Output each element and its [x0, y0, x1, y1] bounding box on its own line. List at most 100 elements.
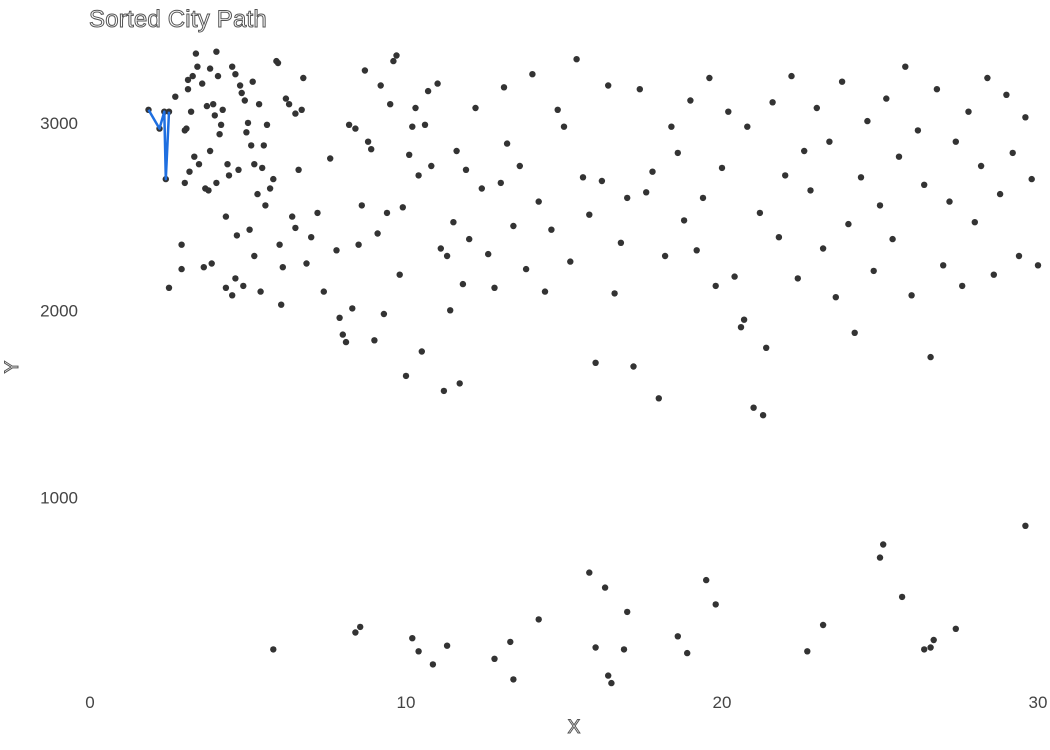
city-point [195, 161, 203, 168]
city-point [191, 153, 198, 160]
city-point [898, 593, 906, 601]
city-point [358, 202, 365, 209]
city-point [895, 153, 903, 160]
city-point [680, 217, 688, 224]
city-point [371, 337, 378, 344]
city-point [415, 172, 422, 179]
city-point [706, 74, 713, 82]
city-point [807, 187, 814, 194]
city-point [178, 241, 185, 248]
city-point [620, 646, 628, 653]
city-point [472, 104, 479, 112]
city-point [624, 608, 631, 616]
city-point [699, 194, 707, 202]
city-point [1022, 114, 1029, 121]
city-point [172, 93, 179, 100]
city-point [491, 284, 498, 291]
chart-title: Sorted City Path [89, 6, 268, 34]
x-tick-label: 10 [397, 693, 416, 712]
city-point [206, 147, 214, 155]
city-point [794, 275, 801, 282]
city-point [383, 209, 391, 217]
city-point [352, 629, 359, 636]
city-point [282, 95, 290, 102]
y-tick-label: 2000 [40, 301, 78, 320]
city-point [421, 121, 429, 128]
city-point [211, 112, 218, 119]
city-point [497, 179, 504, 187]
city-point [214, 72, 222, 80]
city-point [415, 648, 422, 655]
city-point [387, 101, 394, 108]
city-point [971, 219, 978, 226]
city-point [611, 290, 618, 297]
city-point [243, 129, 250, 136]
city-point [759, 412, 767, 419]
city-point [225, 172, 233, 179]
city-point [229, 292, 236, 299]
city-point [838, 78, 846, 85]
city-point [946, 198, 953, 205]
city-point [303, 260, 310, 267]
city-point [357, 623, 364, 631]
city-point [364, 138, 372, 145]
city-point [249, 78, 256, 85]
city-point [952, 138, 959, 145]
city-point [352, 125, 359, 132]
city-point [485, 250, 492, 258]
city-point [763, 344, 770, 351]
city-point [819, 621, 827, 629]
city-point [327, 155, 334, 162]
city-point [586, 569, 593, 576]
city-point [194, 63, 201, 70]
city-point [491, 655, 498, 662]
city-point [643, 189, 650, 196]
city-point [240, 282, 247, 290]
city-point [601, 584, 609, 591]
city-point [952, 625, 959, 632]
city-point [199, 80, 206, 87]
city-point [510, 676, 517, 683]
city-point [703, 576, 710, 584]
city-point [165, 284, 173, 291]
city-point [233, 232, 241, 239]
city-point [270, 646, 277, 653]
city-point [213, 48, 220, 55]
city-point [984, 74, 991, 82]
city-point [205, 187, 212, 194]
city-point [178, 265, 185, 273]
city-point [535, 198, 542, 205]
city-point [655, 395, 662, 402]
city-points [145, 48, 1042, 687]
city-point [192, 50, 200, 57]
city-point [380, 310, 388, 318]
city-point [429, 661, 437, 668]
city-point [184, 86, 192, 93]
city-point [769, 99, 776, 106]
city-point [206, 65, 214, 72]
city-point [217, 121, 225, 128]
city-point [649, 168, 656, 175]
city-point [579, 174, 587, 181]
city-point [977, 162, 985, 170]
city-point [216, 131, 223, 138]
city-point [756, 209, 764, 217]
city-point [560, 123, 568, 130]
city-point [355, 241, 362, 248]
city-point [222, 213, 230, 220]
city-point [927, 644, 934, 651]
city-point [276, 241, 283, 248]
city-point [507, 638, 514, 646]
city-point [255, 101, 263, 108]
city-point [668, 123, 675, 130]
city-point [262, 202, 269, 209]
city-point [259, 164, 266, 172]
city-point [1022, 522, 1029, 529]
city-point [965, 108, 972, 115]
city-point [927, 353, 934, 361]
city-point [516, 162, 523, 170]
city-point [336, 314, 343, 321]
city-point [456, 380, 463, 387]
city-point [921, 646, 928, 653]
city-point [902, 63, 909, 70]
